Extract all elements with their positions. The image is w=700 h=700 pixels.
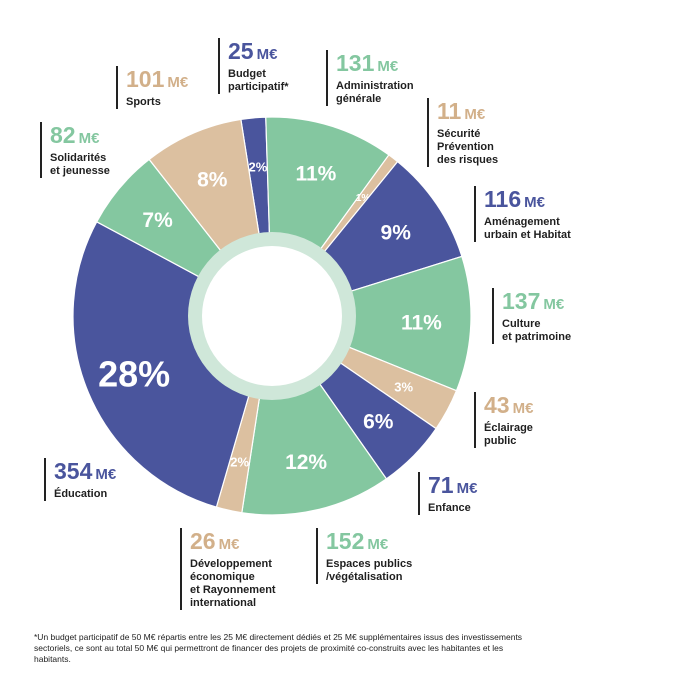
- slice-percent-solidarites: 7%: [142, 209, 173, 232]
- callout-culture: 137 M€ Culture et patrimoine: [492, 288, 602, 344]
- callout-rule: [427, 98, 429, 167]
- callout-amount-value: 26: [190, 528, 216, 554]
- callout-securite: 11 M€ Sécurité Prévention des risques: [427, 98, 537, 167]
- callout-amount-value: 11: [437, 98, 462, 124]
- callout-amount: 25 M€: [228, 38, 310, 68]
- callout-amount: 82 M€: [50, 122, 140, 152]
- slice-percent-securite: 1%: [356, 193, 371, 204]
- callout-amount-unit: M€: [367, 536, 389, 553]
- callout-amount-value: 152: [326, 528, 365, 554]
- slice-percent-enfance: 6%: [363, 410, 394, 433]
- callout-rule: [40, 122, 42, 178]
- callout-amount-unit: M€: [456, 480, 478, 497]
- callout-amount-unit: M€: [256, 46, 278, 63]
- callout-rule: [492, 288, 494, 344]
- callout-rule: [474, 392, 476, 448]
- callout-label: Culture et patrimoine: [502, 318, 572, 343]
- callout-rule: [474, 186, 476, 242]
- callout-amount-unit: M€: [78, 130, 100, 147]
- callout-label: Administration générale: [336, 80, 414, 105]
- callout-amount-unit: M€: [543, 296, 565, 313]
- footnote: *Un budget participatif de 50 M€ réparti…: [34, 632, 523, 664]
- callout-label: Budget participatif*: [228, 68, 289, 93]
- callout-amount-value: 71: [428, 472, 454, 498]
- callout-amount-value: 116: [484, 186, 522, 212]
- callout-rule: [326, 50, 328, 106]
- callout-label: Espaces publics /végétalisation: [326, 558, 413, 583]
- callout-developpement: 26 M€ Développement économique et Rayonnem…: [180, 528, 300, 610]
- callout-enfance: 71 M€ Enfance: [418, 472, 498, 515]
- callout-amount: 116 M€: [484, 186, 594, 216]
- slice-percent-budget: 2%: [249, 160, 268, 175]
- callout-amount-value: 43: [484, 392, 510, 418]
- callout-amount: 354 M€: [54, 458, 154, 488]
- callout-label: Éducation: [54, 488, 108, 500]
- callout-amount: 71 M€: [428, 472, 498, 502]
- callout-amount: 26 M€: [190, 528, 300, 558]
- callout-sports: 101 M€ Sports: [116, 66, 216, 109]
- callout-amount-unit: M€: [377, 58, 399, 75]
- callout-amount: 43 M€: [484, 392, 574, 422]
- slice-percent-eclairage: 3%: [394, 379, 413, 394]
- slice-percent-education: 28%: [98, 353, 170, 394]
- callout-rule: [218, 38, 220, 94]
- callout-amount: 131 M€: [336, 50, 436, 80]
- callout-amenagement: 116 M€ Aménagement urbain et Habitat: [474, 186, 594, 242]
- callout-label: Sécurité Prévention des risques: [437, 128, 499, 166]
- callout-rule: [418, 472, 420, 515]
- callout-amount-unit: M€: [95, 466, 117, 483]
- callout-amount-value: 82: [50, 122, 76, 148]
- callout-rule: [316, 528, 318, 584]
- callout-amount-value: 25: [228, 38, 254, 64]
- callout-admin: 131 M€ Administration générale: [326, 50, 436, 106]
- callout-eclairage: 43 M€ Éclairage public: [474, 392, 574, 448]
- slice-percent-culture: 11%: [401, 311, 442, 334]
- callout-amount: 137 M€: [502, 288, 602, 318]
- slice-percent-developpement: 2%: [230, 455, 249, 470]
- callout-label: Éclairage public: [484, 422, 533, 447]
- callout-budget: 25 M€ Budget participatif*: [218, 38, 310, 94]
- callout-amount: 101 M€: [126, 66, 216, 96]
- callout-amount: 11 M€: [437, 98, 537, 128]
- callout-amount-unit: M€: [464, 106, 486, 123]
- callout-label: Solidarités et jeunesse: [50, 152, 110, 177]
- callout-espaces: 152 M€ Espaces publics /végétalisation: [316, 528, 436, 584]
- donut-hole: [202, 246, 342, 386]
- callout-label: Aménagement urbain et Habitat: [484, 216, 571, 241]
- callout-amount: 152 M€: [326, 528, 436, 558]
- callout-amount-value: 354: [54, 458, 93, 484]
- slice-percent-espaces: 12%: [285, 451, 327, 474]
- callout-education: 354 M€ Éducation: [44, 458, 154, 501]
- callout-solidarites: 82 M€ Solidarités et jeunesse: [40, 122, 140, 178]
- slice-percent-amenagement: 9%: [381, 221, 412, 244]
- callout-label: Sports: [126, 96, 161, 108]
- slice-percent-sports: 8%: [197, 168, 228, 191]
- callout-amount-unit: M€: [167, 74, 189, 91]
- callout-label: Développement économique et Rayonnement …: [190, 558, 276, 609]
- callout-amount-unit: M€: [512, 400, 534, 417]
- callout-amount-unit: M€: [524, 194, 545, 211]
- callout-amount-value: 101: [126, 66, 165, 92]
- callout-rule: [180, 528, 182, 610]
- callout-rule: [44, 458, 46, 501]
- callout-label: Enfance: [428, 502, 471, 514]
- callout-amount-value: 137: [502, 288, 541, 314]
- slice-percent-admin: 11%: [295, 162, 336, 185]
- callout-amount-unit: M€: [218, 536, 240, 553]
- callout-amount-value: 131: [336, 50, 375, 76]
- callout-rule: [116, 66, 118, 109]
